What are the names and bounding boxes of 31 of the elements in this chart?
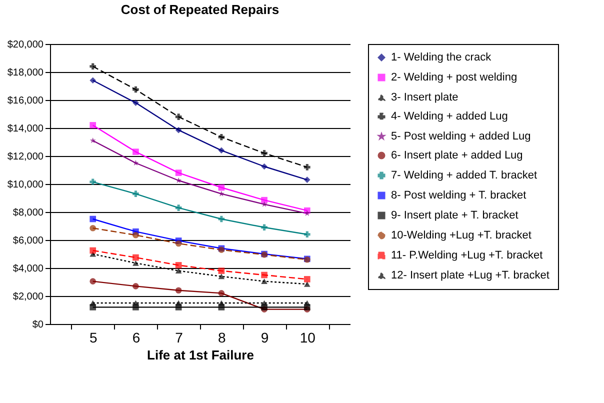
legend-label: 11- P.Welding +Lug +T. bracket (391, 250, 543, 262)
legend-label: 6- Insert plate + added Lug (391, 150, 523, 162)
x-tick-label: 10 (300, 330, 316, 346)
x-tick-label: 9 (260, 330, 269, 346)
y-tick-label: $14,000 (7, 124, 44, 134)
legend-label: 5- Post welding + added Lug (391, 130, 531, 142)
y-tick-label: $0 (32, 320, 44, 330)
x-tick-label: 6 (132, 330, 140, 346)
x-tick-label: 7 (175, 330, 184, 346)
legend-label: 10-Welding +Lug +T. bracket (391, 230, 532, 242)
y-tick-label: $2,000 (12, 292, 44, 302)
legend-label: 12- Insert plate +Lug +T. bracket (391, 270, 550, 282)
y-tick-label: $16,000 (7, 96, 44, 106)
y-tick-label: $6,000 (12, 236, 44, 246)
x-tick-label: 8 (218, 330, 226, 346)
legend-label: 2- Welding + post welding (391, 72, 518, 84)
y-tick-label: $8,000 (12, 208, 44, 218)
x-tick-label: 5 (89, 330, 98, 346)
y-tick-label: $10,000 (7, 180, 44, 190)
y-tick-label: $20,000 (7, 40, 44, 50)
y-tick-label: $12,000 (7, 152, 44, 162)
y-tick-label: $4,000 (12, 264, 44, 274)
legend-label: 9- Insert plate + T. bracket (391, 210, 518, 222)
legend-label: 1- Welding the crack (391, 52, 492, 64)
legend-label: 3- Insert plate (391, 92, 458, 104)
y-tick-label: $18,000 (7, 68, 44, 78)
legend-label: 7- Welding + added T. bracket (391, 170, 538, 182)
legend-label: 4- Welding + added Lug (391, 110, 508, 122)
x-axis-title: Life at 1st Failure (147, 348, 254, 362)
legend-label: 8- Post welding + T. bracket (391, 190, 526, 202)
chart-title: Cost of Repeated Repairs (120, 2, 280, 17)
